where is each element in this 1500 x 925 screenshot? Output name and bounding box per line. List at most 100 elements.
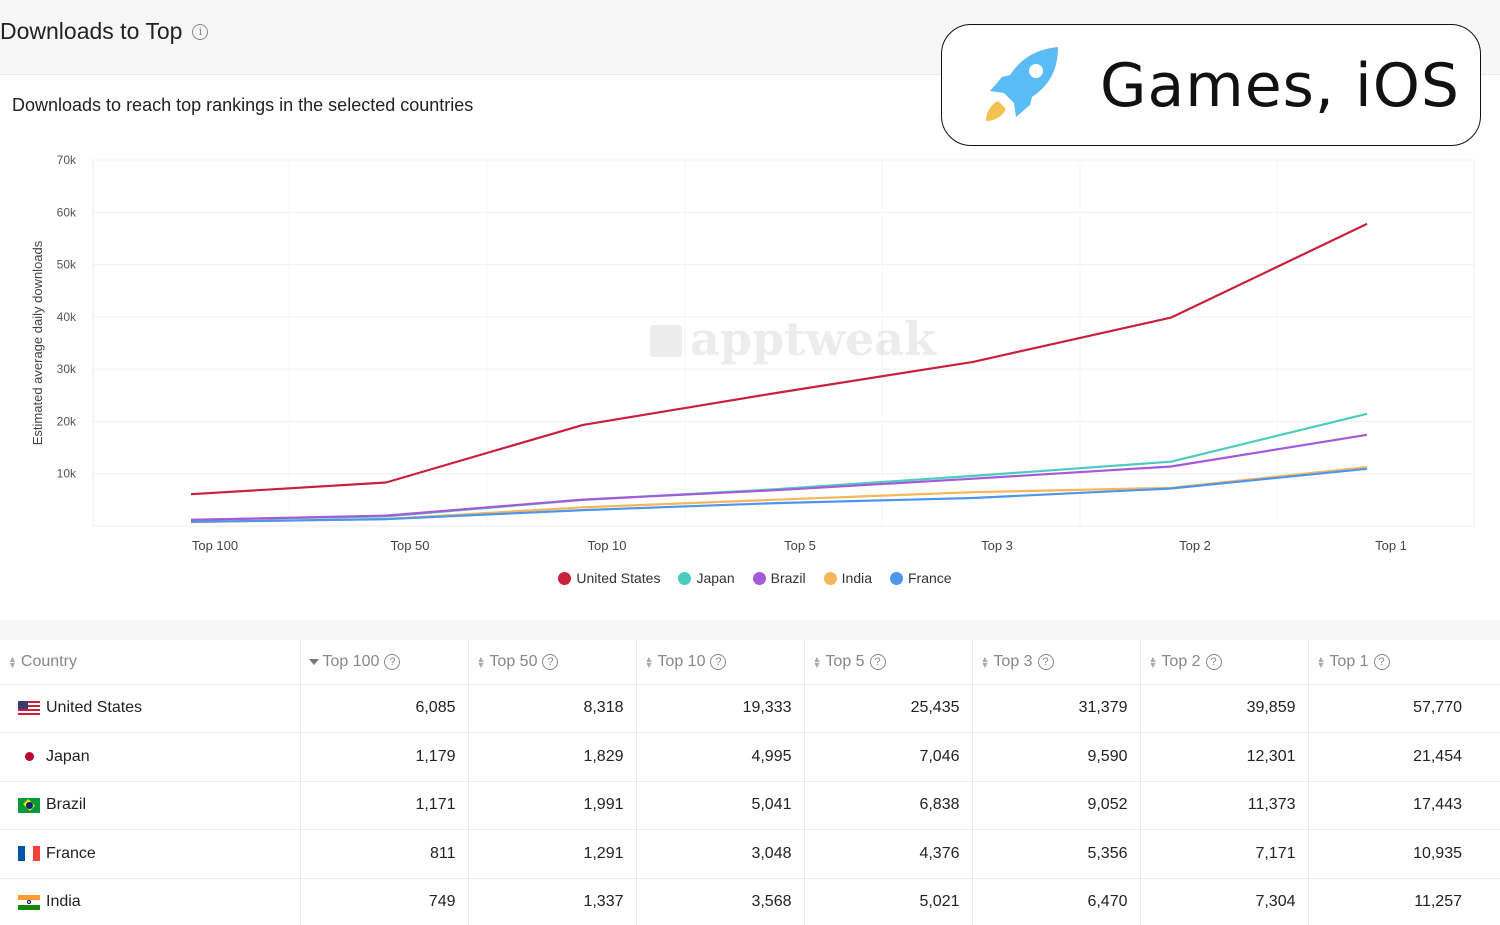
table-row: United States 6,085 8,318 19,333 25,435 31,37… bbox=[0, 684, 1500, 733]
value-cell: 11,373 bbox=[1140, 781, 1309, 830]
value-cell: 6,470 bbox=[972, 878, 1141, 925]
help-icon[interactable]: ? bbox=[1205, 653, 1222, 670]
country-cell: India bbox=[0, 878, 301, 925]
column-header-country[interactable]: ▲ ▼ Country bbox=[0, 640, 301, 685]
column-header-top-5[interactable]: ▲ ▼ Top 5? bbox=[804, 640, 973, 685]
value-cell: 17,443 bbox=[1308, 781, 1500, 830]
column-header-top-100[interactable]: Top 100? bbox=[300, 640, 469, 685]
column-header-top-2[interactable]: ▲ ▼ Top 2? bbox=[1140, 640, 1309, 685]
value-cell: 39,859 bbox=[1140, 684, 1309, 733]
y-tick-label: 30k bbox=[57, 362, 77, 376]
table-row: India 749 1,337 3,568 5,021 6,470 7,304 11,257 bbox=[0, 878, 1500, 925]
help-icon[interactable]: ? bbox=[542, 653, 559, 670]
watermark-text: apptweak bbox=[690, 312, 937, 366]
value-cell: 7,046 bbox=[804, 732, 973, 782]
country-cell: United States bbox=[0, 684, 301, 733]
sort-icon: ▲ ▼ bbox=[1148, 653, 1158, 670]
help-icon[interactable]: ? bbox=[1373, 653, 1390, 670]
column-header-top-50[interactable]: ▲ ▼ Top 50? bbox=[468, 640, 637, 685]
help-icon[interactable]: ? bbox=[869, 653, 886, 670]
legend-item[interactable]: Brazil bbox=[752, 570, 806, 586]
x-tick-label: Top 10 bbox=[587, 538, 626, 553]
rocket-icon bbox=[986, 47, 1058, 121]
info-icon[interactable]: i bbox=[192, 23, 209, 40]
value-cell: 9,052 bbox=[972, 781, 1141, 830]
sort-icon: ▲ ▼ bbox=[644, 653, 654, 670]
y-tick-label: 20k bbox=[57, 414, 77, 428]
value-cell: 31,379 bbox=[972, 684, 1141, 733]
x-tick-label: Top 50 bbox=[390, 538, 429, 553]
flag-united-states-icon bbox=[18, 700, 40, 716]
value-cell: 11,257 bbox=[1308, 878, 1500, 925]
value-cell: 5,021 bbox=[804, 878, 973, 925]
column-label: Top 3 bbox=[993, 652, 1033, 670]
series-line-united-states[interactable] bbox=[190, 222, 1368, 496]
legend-label: Brazil bbox=[770, 570, 806, 586]
category-badge: Games, iOS bbox=[941, 24, 1481, 146]
value-cell: 6,085 bbox=[300, 684, 469, 733]
legend-dot bbox=[752, 571, 766, 585]
x-tick-label: Top 3 bbox=[981, 538, 1013, 553]
value-cell: 10,935 bbox=[1308, 829, 1500, 879]
value-cell: 1,179 bbox=[300, 732, 469, 782]
country-name: United States bbox=[46, 699, 143, 717]
help-icon[interactable]: ? bbox=[384, 653, 401, 670]
value-cell: 3,048 bbox=[636, 829, 805, 879]
column-header-top-10[interactable]: ▲ ▼ Top 10? bbox=[636, 640, 805, 685]
column-label: Top 10 bbox=[657, 652, 706, 670]
value-cell: 19,333 bbox=[636, 684, 805, 733]
legend-item[interactable]: France bbox=[890, 570, 952, 586]
table-divider bbox=[0, 620, 1500, 640]
y-tick-label: 60k bbox=[57, 205, 77, 219]
badge-label: Games, iOS bbox=[1100, 51, 1461, 121]
y-tick-label: 10k bbox=[57, 467, 77, 481]
watermark: apptweak bbox=[650, 312, 937, 366]
legend-item[interactable]: United States bbox=[558, 570, 660, 586]
country-name: Brazil bbox=[46, 796, 87, 814]
country-cell: France bbox=[0, 829, 301, 879]
column-label: Top 100 bbox=[322, 652, 380, 670]
value-cell: 12,301 bbox=[1140, 732, 1309, 782]
column-label: Top 50 bbox=[489, 652, 538, 670]
value-cell: 7,171 bbox=[1140, 829, 1309, 879]
x-tick-label: Top 1 bbox=[1375, 538, 1407, 553]
sort-desc-icon bbox=[308, 658, 319, 665]
series-line-brazil[interactable] bbox=[190, 433, 1368, 521]
legend-item[interactable]: India bbox=[823, 570, 872, 586]
column-header-top-1[interactable]: ▲ ▼ Top 1? bbox=[1308, 640, 1500, 685]
column-label: Top 5 bbox=[825, 652, 865, 670]
y-tick-label: 50k bbox=[57, 258, 77, 272]
chart-subtitle: Downloads to reach top rankings in the s… bbox=[12, 95, 474, 115]
column-label: Top 2 bbox=[1161, 652, 1201, 670]
downloads-table: ▲ ▼ Country Top 100? ▲ ▼ Top 50? ▲ ▼ Top 10? ▲… bbox=[0, 640, 1500, 925]
value-cell: 1,829 bbox=[468, 732, 637, 782]
country-name: India bbox=[46, 893, 81, 911]
table-row: Japan 1,179 1,829 4,995 7,046 9,590 12,301 21,4… bbox=[0, 732, 1500, 782]
legend-label: India bbox=[841, 570, 872, 586]
column-header-top-3[interactable]: ▲ ▼ Top 3? bbox=[972, 640, 1141, 685]
country-name: France bbox=[46, 844, 96, 862]
column-label: Country bbox=[20, 652, 77, 670]
chart-legend: United States Japan Brazil India France bbox=[0, 570, 1500, 586]
y-tick-label: 40k bbox=[57, 310, 77, 324]
country-cell: Brazil bbox=[0, 781, 301, 830]
value-cell: 3,568 bbox=[636, 878, 805, 925]
help-icon[interactable]: ? bbox=[710, 653, 727, 670]
legend-dot bbox=[678, 571, 692, 585]
line-chart: 10k 20k 30k 40k 50k 60k 70k Top 100 Top 50 Top 10… bbox=[30, 153, 1475, 553]
series-line-france[interactable] bbox=[190, 467, 1368, 523]
table-row: France 811 1,291 3,048 4,376 5,356 7,171 10,935 bbox=[0, 829, 1500, 879]
value-cell: 8,318 bbox=[468, 684, 637, 733]
help-icon[interactable]: ? bbox=[1037, 653, 1054, 670]
legend-label: United States bbox=[576, 570, 661, 586]
value-cell: 7,304 bbox=[1140, 878, 1309, 925]
sort-icon: ▲ ▼ bbox=[812, 653, 822, 670]
table-row: Brazil 1,171 1,991 5,041 6,838 9,052 11,373 17,… bbox=[0, 781, 1500, 830]
flag-india-icon bbox=[18, 894, 40, 910]
legend-dot bbox=[558, 571, 572, 585]
series-line-india[interactable] bbox=[190, 466, 1368, 524]
legend-item[interactable]: Japan bbox=[678, 570, 735, 586]
watermark-logo-icon bbox=[650, 325, 682, 357]
sort-icon: ▲ ▼ bbox=[1316, 653, 1326, 670]
value-cell: 4,376 bbox=[804, 829, 973, 879]
